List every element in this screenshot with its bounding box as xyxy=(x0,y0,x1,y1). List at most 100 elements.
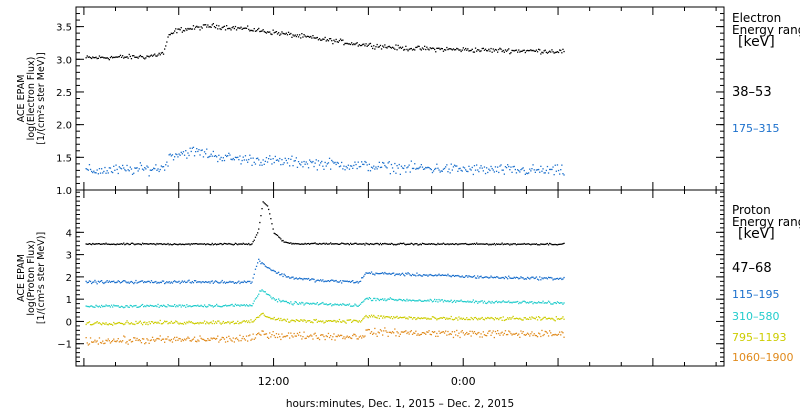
data-point xyxy=(541,170,543,172)
data-point xyxy=(399,316,401,318)
data-point xyxy=(339,334,342,336)
data-point xyxy=(203,151,206,153)
data-point xyxy=(365,242,367,244)
data-point xyxy=(398,243,400,245)
data-point xyxy=(525,278,528,280)
data-point xyxy=(487,276,489,279)
data-point xyxy=(198,149,200,151)
data-point xyxy=(99,341,102,344)
data-point xyxy=(372,299,374,302)
data-point xyxy=(524,51,526,54)
data-point xyxy=(250,282,252,284)
data-point xyxy=(99,280,102,282)
data-point xyxy=(272,318,274,320)
data-point xyxy=(168,154,170,156)
data-point xyxy=(183,304,186,307)
data-point xyxy=(543,302,545,304)
data-point xyxy=(189,27,191,30)
data-point xyxy=(159,54,161,56)
data-point xyxy=(220,306,222,308)
y-tick-label: 2.0 xyxy=(56,121,72,132)
data-point xyxy=(123,335,125,337)
data-point xyxy=(560,277,562,279)
data-point xyxy=(192,305,195,307)
data-point xyxy=(374,274,376,276)
data-point xyxy=(227,281,229,284)
data-point xyxy=(208,281,210,283)
data-point xyxy=(261,330,263,332)
data-point xyxy=(539,276,541,278)
data-point xyxy=(295,301,297,303)
data-point xyxy=(103,170,105,173)
data-point xyxy=(136,167,138,169)
data-point xyxy=(206,321,208,323)
data-point xyxy=(483,334,486,336)
data-point xyxy=(497,330,499,332)
data-point xyxy=(105,57,107,59)
data-point xyxy=(530,318,532,320)
data-point xyxy=(113,338,115,340)
data-point xyxy=(103,305,105,307)
data-point xyxy=(125,305,127,307)
data-point xyxy=(451,318,453,321)
data-point xyxy=(88,280,91,282)
data-point xyxy=(436,319,438,321)
data-point xyxy=(260,334,262,336)
data-point xyxy=(450,163,452,165)
data-point xyxy=(505,301,508,303)
data-point xyxy=(180,323,182,325)
data-point xyxy=(368,43,370,45)
data-point xyxy=(544,302,546,304)
data-point xyxy=(196,341,198,343)
data-point xyxy=(546,318,549,320)
data-point xyxy=(369,316,372,318)
data-point xyxy=(559,318,561,320)
data-point xyxy=(117,172,119,175)
data-point xyxy=(154,281,156,283)
data-point xyxy=(125,281,127,283)
data-point xyxy=(176,281,178,283)
data-point xyxy=(517,317,519,320)
data-point xyxy=(511,277,513,279)
data-point xyxy=(130,341,133,343)
data-point xyxy=(477,49,479,51)
data-point xyxy=(320,303,322,305)
data-point xyxy=(307,277,310,280)
data-point xyxy=(439,317,441,319)
data-point xyxy=(279,299,281,302)
data-point xyxy=(249,280,251,283)
data-point xyxy=(338,335,341,337)
data-point xyxy=(352,167,354,169)
data-point xyxy=(518,243,520,245)
data-point xyxy=(348,244,351,246)
data-point xyxy=(167,323,169,325)
data-point xyxy=(334,303,336,305)
data-point xyxy=(161,338,164,340)
data-point xyxy=(373,165,375,167)
data-point xyxy=(98,322,101,324)
data-point xyxy=(511,49,513,52)
data-point xyxy=(281,31,283,33)
data-point xyxy=(526,301,529,304)
data-point xyxy=(535,169,538,171)
data-point xyxy=(234,242,237,244)
data-point xyxy=(144,281,146,283)
data-point xyxy=(91,170,93,173)
data-point xyxy=(231,27,233,29)
data-point xyxy=(477,332,479,334)
data-point xyxy=(181,338,183,341)
data-point xyxy=(271,317,273,320)
data-point xyxy=(290,32,292,35)
data-point xyxy=(185,339,187,341)
data-point xyxy=(493,319,495,321)
data-point xyxy=(310,160,312,163)
data-point xyxy=(398,317,400,319)
data-point xyxy=(518,318,520,320)
data-point xyxy=(375,333,377,335)
data-point xyxy=(158,338,160,340)
data-point xyxy=(134,56,136,58)
data-point xyxy=(88,343,91,345)
data-point xyxy=(216,24,218,27)
data-point xyxy=(294,301,296,303)
data-point xyxy=(220,323,222,325)
